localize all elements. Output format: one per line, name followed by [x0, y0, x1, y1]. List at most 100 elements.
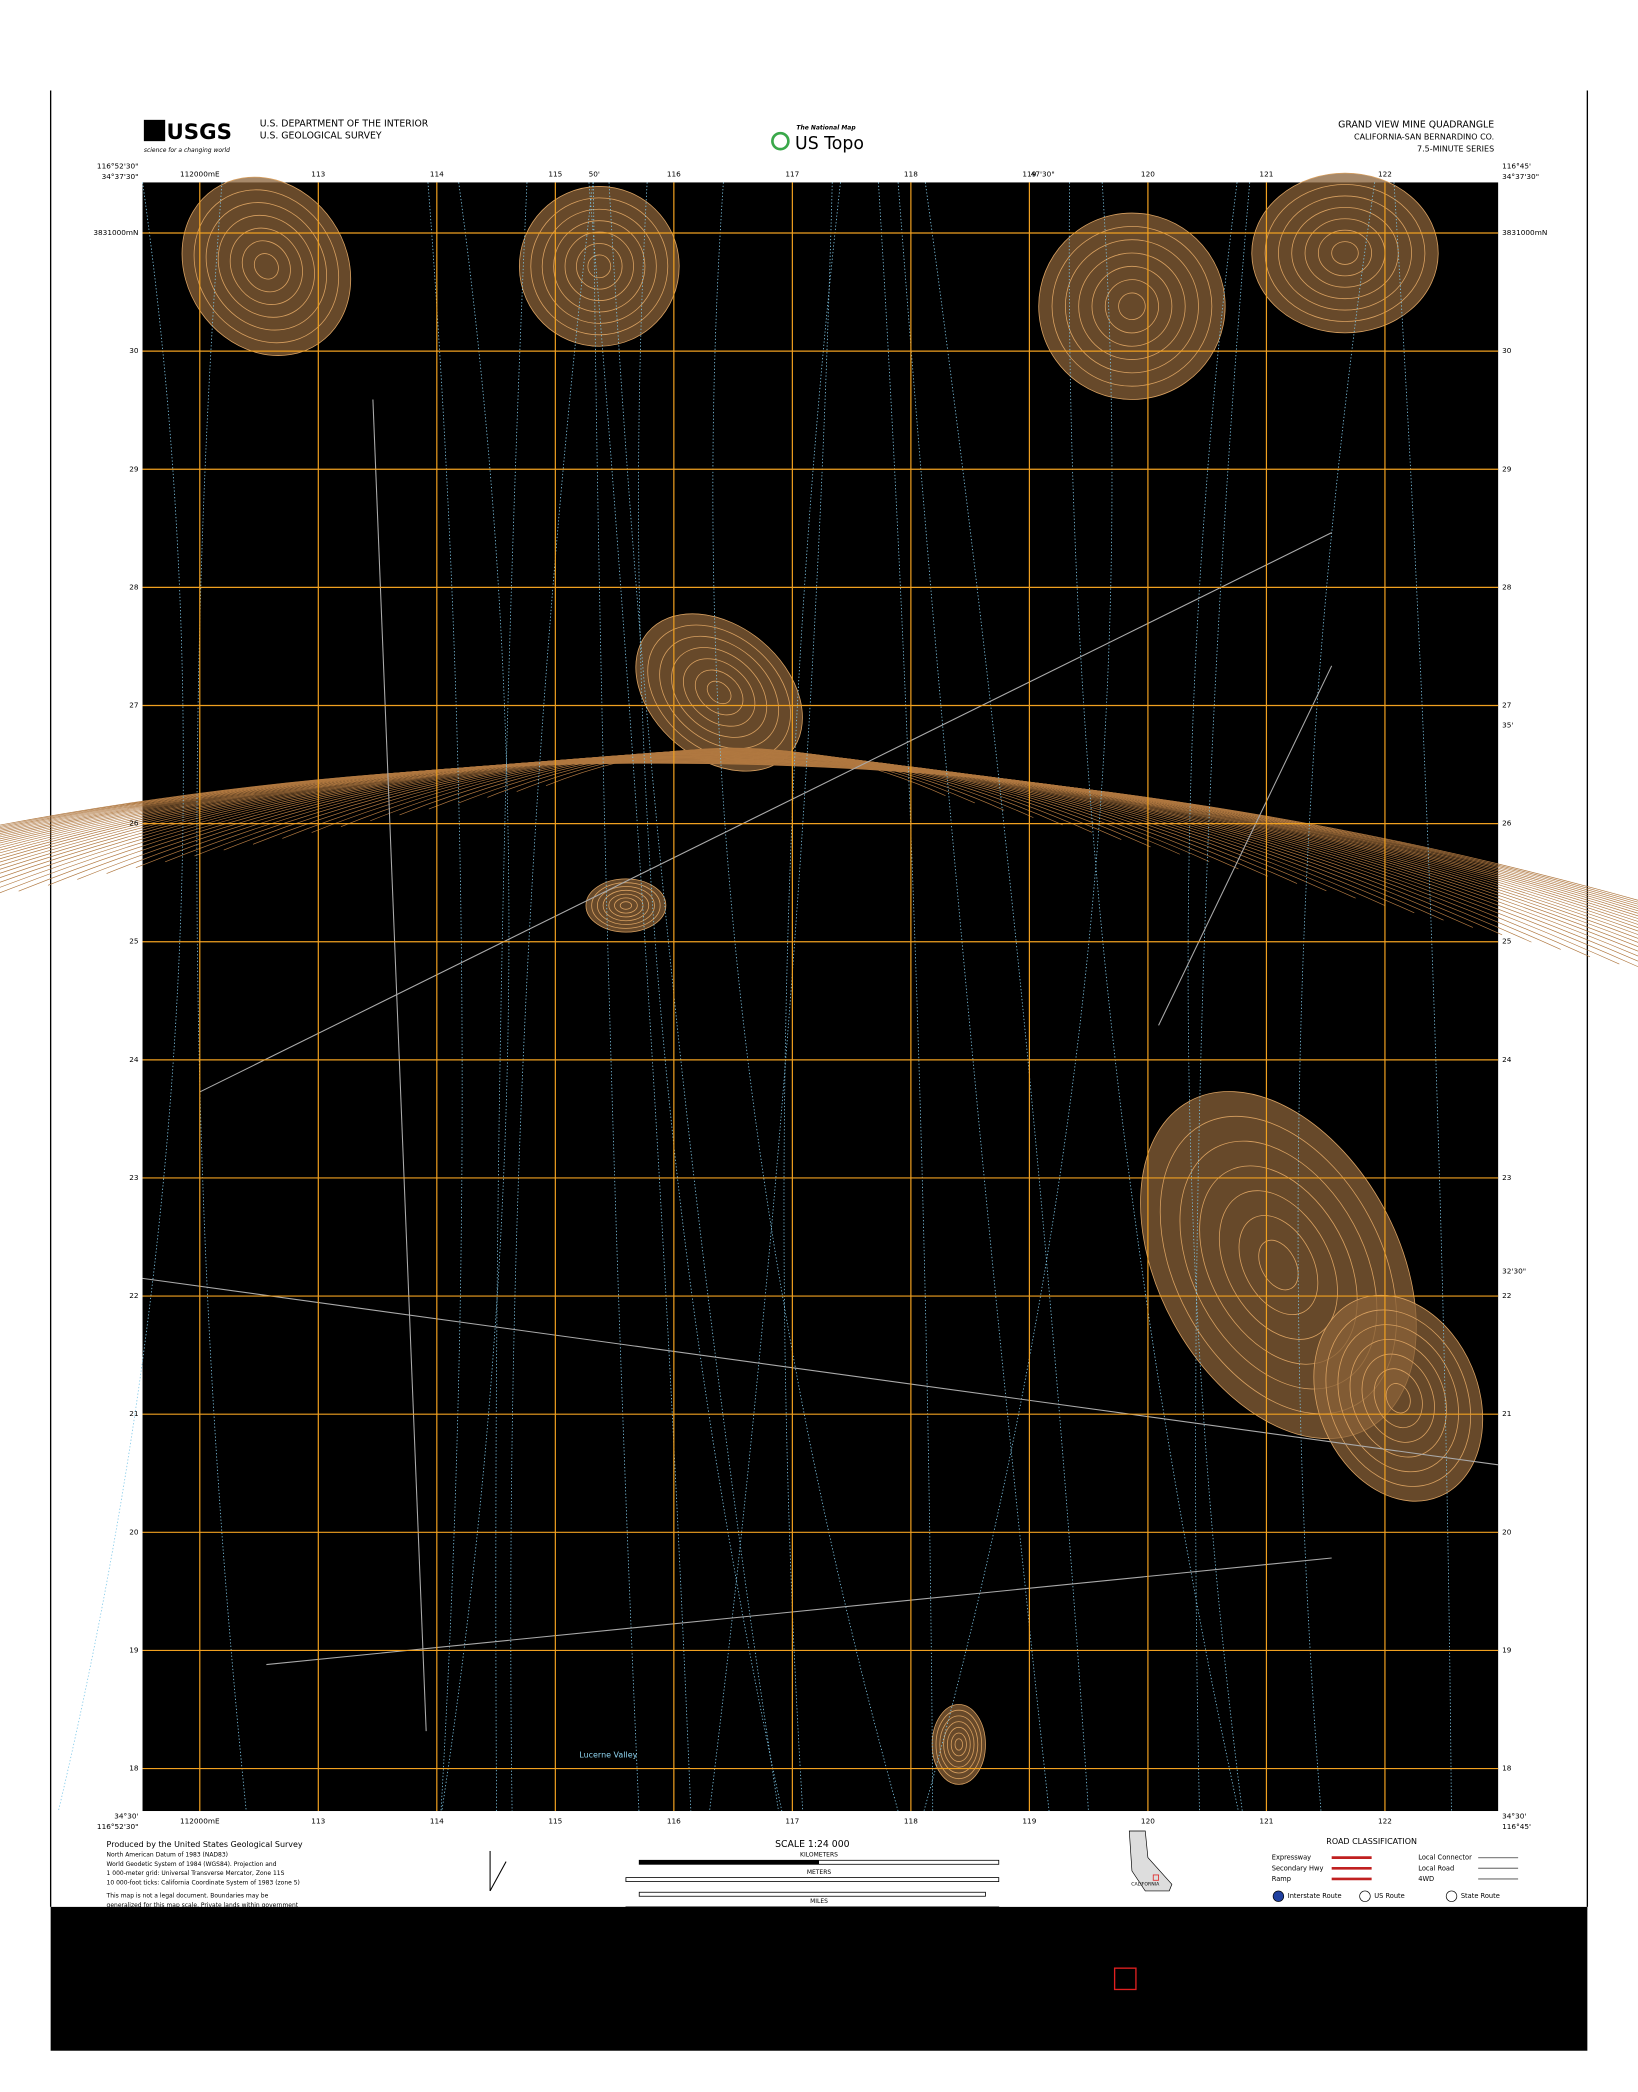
- contour: [0, 758, 1638, 939]
- easting-label: 121: [1259, 169, 1273, 178]
- road: [372, 399, 427, 1732]
- brand-small: The National Map: [796, 124, 856, 131]
- contour: [608, 893, 644, 918]
- contour: [217, 214, 315, 318]
- contour: [487, 748, 1005, 811]
- northing-label: 21: [129, 1409, 138, 1418]
- lon-tick: 50': [589, 169, 600, 178]
- scale-unit: METERS: [807, 1869, 832, 1876]
- contour: [935, 1709, 983, 1780]
- contour: [1278, 195, 1412, 311]
- contour: [0, 760, 1638, 920]
- contour: [541, 208, 657, 324]
- contour: [77, 753, 1415, 914]
- lat-tick: 35': [1502, 721, 1513, 730]
- scale-bar: [639, 1860, 819, 1865]
- ridge: [1038, 213, 1226, 400]
- road-type: 4WD: [1418, 1875, 1434, 1883]
- easting-label: 114: [430, 1817, 444, 1826]
- northing-label: 3831000mN: [1502, 228, 1547, 237]
- contour: [1104, 279, 1159, 334]
- northing-label: 29: [129, 464, 139, 473]
- contour: [1218, 1190, 1338, 1340]
- contour: [0, 762, 1638, 905]
- scale-unit: MILES: [810, 1898, 828, 1905]
- lon-tick: 47'30": [1031, 169, 1055, 178]
- contour: [241, 240, 291, 293]
- quad-series: 7.5-MINUTE SERIES: [1417, 145, 1494, 154]
- contour: [1038, 212, 1226, 400]
- stream: [588, 182, 692, 1812]
- stream: [897, 182, 1050, 1812]
- contour: [223, 751, 1268, 877]
- contour: [931, 1704, 986, 1785]
- contour: [428, 749, 1063, 826]
- contour: [1361, 1353, 1435, 1443]
- contour: [1118, 292, 1146, 320]
- easting-label: 112000mE: [180, 1817, 220, 1826]
- northing-label: 3831000mN: [93, 228, 138, 237]
- road: [1158, 665, 1333, 1026]
- contour: [1337, 1324, 1459, 1473]
- easting-label: 118: [904, 1817, 918, 1826]
- contour: [0, 762, 1638, 903]
- easting-label: 118: [904, 169, 918, 178]
- northing-label: 30: [129, 346, 139, 355]
- contour: [576, 243, 623, 290]
- route-type: US Route: [1374, 1892, 1404, 1900]
- corner-lon: 116°45': [1502, 1822, 1531, 1831]
- contour: [0, 759, 1638, 929]
- northing-label: 26: [129, 819, 139, 828]
- contour: [1385, 1383, 1411, 1414]
- corner-lon: 116°45': [1502, 161, 1531, 170]
- agency: U.S. GEOLOGICAL SURVEY: [260, 130, 382, 141]
- northing-label: 19: [129, 1645, 139, 1654]
- contour: [943, 1721, 975, 1768]
- northing-label: 26: [1502, 819, 1512, 828]
- northing-label: 27: [1502, 700, 1512, 709]
- lat-tick: 32'30": [1502, 1267, 1526, 1276]
- contour: [18, 753, 1473, 928]
- contour: [193, 189, 340, 344]
- road: [266, 1557, 1332, 1666]
- corner-lon: 116°52'30": [97, 161, 139, 170]
- contour: [950, 1732, 967, 1757]
- scale-bar: [638, 1891, 986, 1897]
- easting-label: 122: [1378, 169, 1392, 178]
- contour: [0, 757, 1638, 943]
- contour: [602, 889, 650, 922]
- contour: [683, 658, 756, 727]
- northing-label: 21: [1502, 1409, 1511, 1418]
- produced-by: Produced by the United States Geological…: [107, 1840, 303, 1849]
- contour: [282, 750, 1210, 862]
- contour: [165, 752, 1327, 892]
- contour: [1264, 184, 1426, 322]
- northing-label: 25: [1502, 937, 1512, 946]
- easting-label: 120: [1141, 1817, 1155, 1826]
- road: [142, 1277, 1499, 1466]
- contour: [1331, 241, 1359, 265]
- contour: [530, 197, 669, 336]
- northing-label: 25: [129, 937, 139, 946]
- bottom-band: [50, 1906, 1588, 2051]
- easting-label: 117: [785, 169, 799, 178]
- corner-lat: 34°30': [1502, 1811, 1526, 1820]
- state-inset: [1128, 1830, 1173, 1892]
- contour: [1258, 1239, 1299, 1291]
- easting-label: 114: [430, 169, 444, 178]
- logo-mark: [143, 119, 166, 142]
- datum-line: North American Datum of 1983 (NAD83): [107, 1851, 228, 1858]
- contour: [0, 756, 1638, 957]
- stream: [638, 182, 783, 1812]
- easting-label: 119: [1022, 169, 1036, 178]
- easting-label: 119: [1022, 1817, 1036, 1826]
- road: [199, 532, 1332, 1093]
- northing-label: 30: [1502, 346, 1512, 355]
- route-symbol: [1445, 1890, 1458, 1902]
- contour: [1317, 229, 1373, 277]
- logo-text: USGS: [166, 120, 231, 145]
- quad-state: CALIFORNIA-SAN BERNARDINO CO.: [1354, 133, 1494, 142]
- easting-label: 113: [311, 1817, 325, 1826]
- contour: [614, 897, 638, 914]
